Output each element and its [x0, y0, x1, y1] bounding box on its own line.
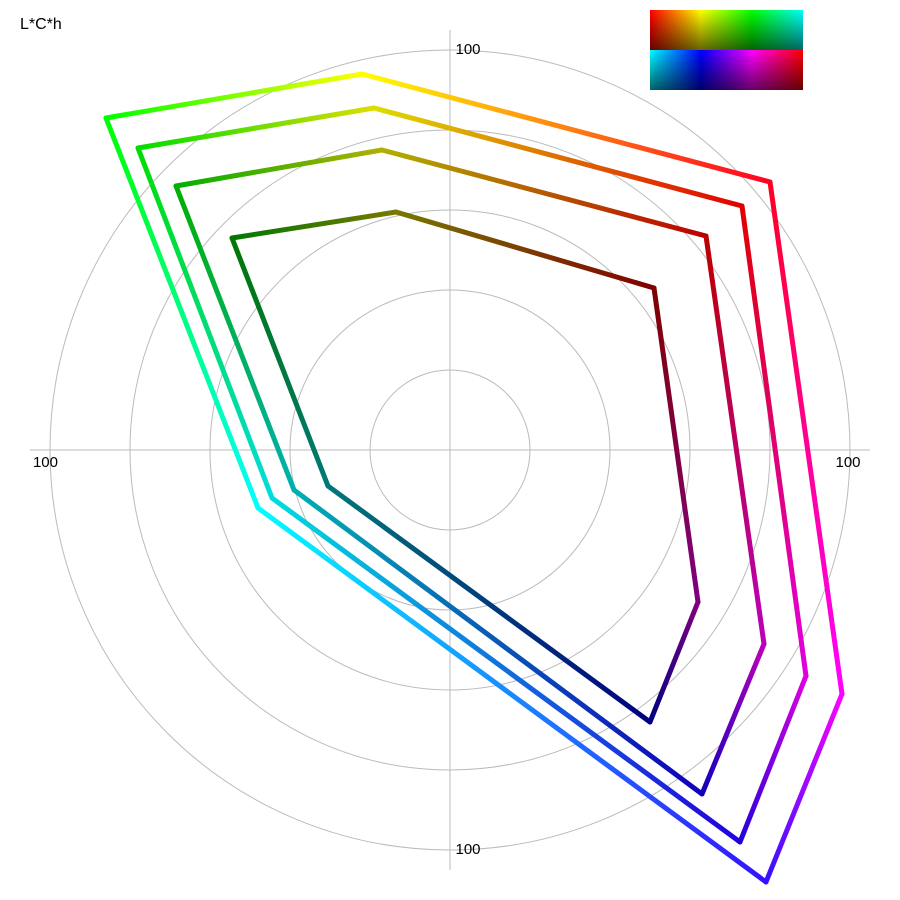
gamut-edge — [229, 209, 399, 241]
gamut-edge — [325, 483, 653, 725]
gamut-outline — [229, 209, 701, 725]
gamut-edge — [699, 641, 767, 797]
gamut-edge — [651, 285, 701, 605]
gamut-edge — [379, 147, 709, 239]
gamut-edge — [737, 673, 809, 845]
gamut-edge — [135, 145, 275, 501]
grid-circle — [49, 49, 851, 851]
gamut-edge — [647, 599, 701, 725]
gamut-edge — [739, 203, 809, 679]
gamut-edge — [393, 209, 657, 291]
gamut-edge — [229, 235, 331, 489]
grid-circle — [369, 369, 531, 531]
grid-circle — [209, 209, 691, 691]
gamut-edge — [173, 183, 297, 493]
gamut-edge — [173, 147, 385, 189]
gamut-outline — [173, 147, 767, 797]
gamut-edge — [763, 691, 845, 885]
gamut-edge — [359, 71, 773, 185]
gamut-edge — [703, 233, 767, 647]
gamut-edge — [291, 487, 705, 797]
r-axis-label: 100 — [835, 454, 860, 471]
swatch-grid — [650, 10, 803, 90]
gamut-edge — [767, 179, 845, 697]
gamut-edge — [371, 105, 745, 209]
grid-circle — [289, 289, 611, 611]
gamut-edge — [103, 115, 261, 511]
r-axis-label: 100 — [455, 41, 480, 58]
chart-title: L*C*h — [20, 16, 62, 33]
gamut-outline — [135, 105, 809, 845]
gamut-outline — [103, 71, 845, 885]
r-axis-label: 100 — [455, 841, 480, 858]
gamut-edge — [135, 105, 377, 151]
gamut-edge — [269, 495, 743, 845]
r-axis-label: 100 — [33, 454, 58, 471]
gamut-edge — [255, 505, 769, 885]
gamut-edge — [103, 71, 365, 121]
